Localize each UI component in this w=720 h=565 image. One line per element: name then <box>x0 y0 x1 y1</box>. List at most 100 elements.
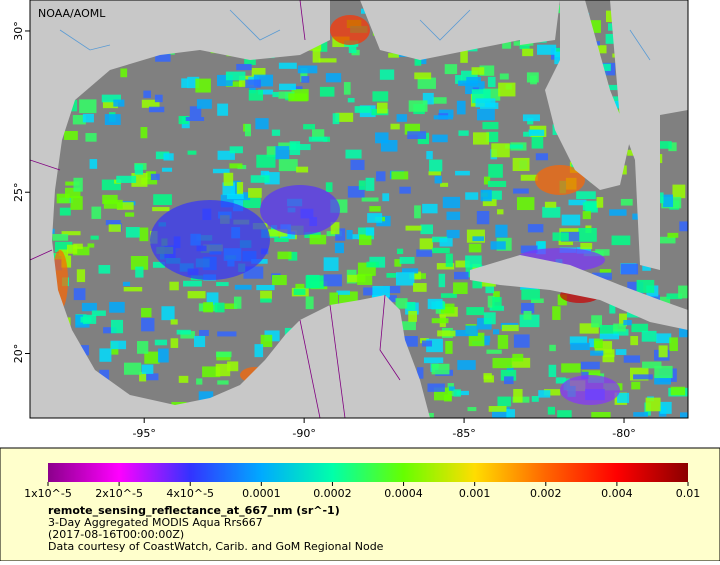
ocean-pixel <box>404 123 421 135</box>
ocean-pixel <box>278 62 297 69</box>
ocean-pixel <box>323 257 339 271</box>
ocean-pixel <box>82 113 94 123</box>
ocean-pixel <box>580 242 593 250</box>
ocean-pixel <box>73 288 86 301</box>
ocean-pixel <box>141 177 158 185</box>
ocean-pixel <box>582 202 597 211</box>
ocean-pixel <box>595 249 610 256</box>
ocean-pixel <box>346 229 353 240</box>
ocean-pixel <box>513 388 523 403</box>
ocean-pixel <box>458 130 469 136</box>
ocean-pixel <box>472 236 485 242</box>
ocean-pixel <box>633 412 648 417</box>
ocean-pixel <box>141 373 159 381</box>
ocean-pixel <box>225 71 246 81</box>
ocean-pixel <box>399 256 415 264</box>
ocean-pixel <box>65 181 80 186</box>
ocean-pixel <box>479 65 495 76</box>
ocean-pixel <box>511 357 531 368</box>
ocean-pixel <box>216 74 233 87</box>
ocean-pixel <box>180 331 195 339</box>
credit: NOAA/AOML <box>38 7 106 20</box>
ocean-pixel <box>357 273 373 285</box>
ocean-pixel <box>655 333 672 344</box>
ocean-pixel <box>332 113 340 125</box>
ocean-pixel <box>427 298 443 309</box>
ocean-pixel <box>90 235 99 240</box>
ocean-pixel <box>325 73 342 83</box>
ocean-pixel <box>526 72 539 83</box>
ocean-pixel <box>293 288 306 295</box>
ocean-pixel <box>458 80 478 86</box>
ocean-pixel <box>52 234 69 241</box>
ocean-pixel <box>178 375 189 383</box>
ocean-pixel <box>442 196 461 209</box>
ocean-patch <box>150 200 270 280</box>
ocean-pixel <box>150 173 160 181</box>
ocean-pixel <box>513 334 530 348</box>
ocean-pixel <box>154 339 168 346</box>
ocean-pixel <box>445 253 453 267</box>
ocean-pixel <box>537 44 557 55</box>
ocean-pixel <box>330 222 340 235</box>
ocean-pixel <box>64 131 78 140</box>
x-tick-label: -95° <box>132 427 155 440</box>
ocean-pixel <box>450 329 468 337</box>
ocean-pixel <box>570 342 590 351</box>
ocean-pixel <box>347 274 366 283</box>
colorbar-tick-label: 1x10^-5 <box>24 487 72 500</box>
ocean-pixel <box>372 285 390 298</box>
ocean-patch <box>535 165 585 195</box>
ocean-pixel <box>123 362 142 375</box>
ocean-pixel <box>521 289 540 300</box>
ocean-pixel <box>141 318 155 332</box>
ocean-pixel <box>229 146 243 154</box>
ocean-pixel <box>81 302 97 312</box>
ocean-pixel <box>216 351 232 358</box>
ocean-pixel <box>431 363 450 375</box>
ocean-pixel <box>591 315 603 328</box>
ocean-pixel <box>187 76 200 89</box>
ocean-pixel <box>645 397 661 412</box>
ocean-pixel <box>217 380 229 385</box>
ocean-pixel <box>110 319 124 334</box>
ocean-pixel <box>658 345 668 358</box>
ocean-pixel <box>466 307 484 316</box>
ocean-pixel <box>217 103 229 116</box>
ocean-pixel <box>295 283 305 292</box>
ocean-pixel <box>426 151 433 160</box>
ocean-pixel <box>552 306 561 320</box>
ocean-pixel <box>457 360 476 370</box>
ocean-pixel <box>592 272 612 280</box>
ocean-pixel <box>453 282 468 295</box>
ocean-pixel <box>492 357 513 369</box>
ocean-pixel <box>523 310 532 320</box>
ocean-pixel <box>431 318 449 324</box>
ocean-pixel <box>506 409 515 418</box>
ocean-pixel <box>581 370 601 378</box>
ocean-pixel <box>419 238 433 252</box>
ocean-pixel <box>203 302 214 313</box>
ocean-pixel <box>140 127 148 139</box>
ocean-pixel <box>423 357 444 364</box>
legend-line: 3-Day Aggregated MODIS Aqua Rrs667 <box>48 516 263 529</box>
ocean-pixel <box>443 394 452 402</box>
ocean-pixel <box>305 296 314 310</box>
ocean-pixel <box>335 112 354 122</box>
ocean-pixel <box>120 68 128 78</box>
ocean-pixel <box>396 248 404 255</box>
x-tick-label: -85° <box>452 427 475 440</box>
ocean-pixel <box>555 377 566 384</box>
ocean-pixel <box>369 206 381 212</box>
ocean-pixel <box>500 369 517 381</box>
ocean-pixel <box>323 274 342 287</box>
ocean-pixel <box>336 290 350 295</box>
ocean-pixel <box>482 199 497 207</box>
ocean-pixel <box>260 334 273 348</box>
ocean-pixel <box>254 344 264 358</box>
ocean-pixel <box>444 64 458 75</box>
ocean-pixel <box>666 293 682 300</box>
ocean-pixel <box>319 86 335 97</box>
ocean-pixel <box>486 349 502 354</box>
ocean-pixel <box>308 136 328 142</box>
